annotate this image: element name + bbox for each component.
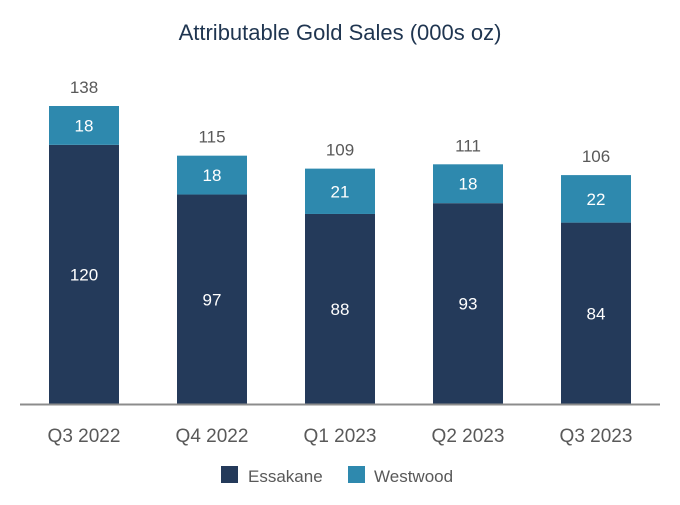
x-tick-label-1: Q4 2022 <box>176 426 249 447</box>
bar-westwood-1 <box>177 155 247 195</box>
total-label-1: 115 <box>198 128 225 147</box>
data-label-essakane-3: 93 <box>459 295 478 314</box>
bar-essakane-4 <box>561 222 631 404</box>
legend: Essakane Westwood <box>221 466 453 486</box>
bar-westwood-0 <box>49 106 119 145</box>
bar-essakane-2 <box>305 213 375 404</box>
x-tick-label-3: Q2 2023 <box>432 426 505 447</box>
x-tick-label-2: Q1 2023 <box>304 426 377 447</box>
chart-title: Attributable Gold Sales (000s oz) <box>179 20 502 45</box>
legend-label-essakane: Essakane <box>248 467 323 486</box>
x-tick-label-4: Q3 2023 <box>560 426 633 447</box>
legend-swatch-essakane <box>221 466 238 483</box>
bar-westwood-4 <box>561 175 631 223</box>
total-label-4: 106 <box>582 147 610 166</box>
data-label-essakane-1: 97 <box>203 290 222 309</box>
legend-swatch-westwood <box>348 466 365 483</box>
data-label-westwood-0: 18 <box>75 116 94 135</box>
bar-essakane-1 <box>177 194 247 404</box>
bar-westwood-2 <box>305 168 375 214</box>
total-label-3: 111 <box>455 136 481 155</box>
bar-westwood-3 <box>433 164 503 204</box>
legend-label-westwood: Westwood <box>374 467 453 486</box>
bar-essakane-0 <box>49 144 119 404</box>
total-label-2: 109 <box>326 141 354 160</box>
data-label-essakane-4: 84 <box>587 304 606 323</box>
data-label-westwood-1: 18 <box>203 166 222 185</box>
data-label-westwood-3: 18 <box>459 175 478 194</box>
x-tick-label-0: Q3 2022 <box>48 426 121 447</box>
data-label-essakane-0: 120 <box>70 265 98 284</box>
data-label-westwood-4: 22 <box>587 190 606 209</box>
data-label-essakane-2: 88 <box>331 300 350 319</box>
bar-essakane-3 <box>433 203 503 404</box>
data-label-westwood-2: 21 <box>331 182 350 201</box>
total-label-0: 138 <box>70 78 98 97</box>
